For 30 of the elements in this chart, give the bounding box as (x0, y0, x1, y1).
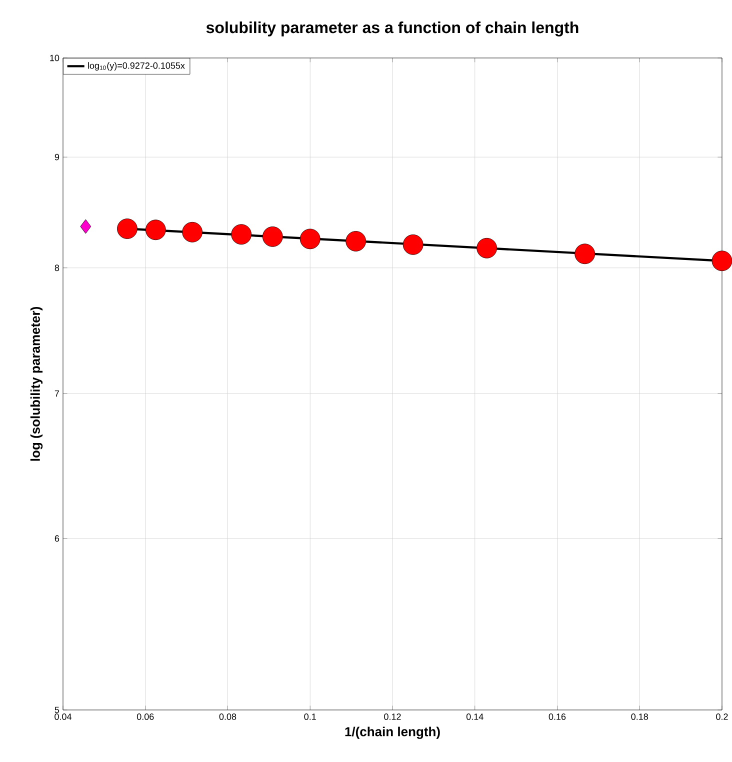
x-tick-label: 0.06 (136, 714, 154, 720)
point (300, 228, 320, 250)
point (476, 238, 498, 258)
x-tick-label: 0.04 (54, 714, 72, 720)
point (574, 244, 596, 264)
y-tick-label: 6 (54, 535, 60, 542)
y-tick-label: 10 (50, 54, 60, 62)
point (117, 218, 138, 239)
point (80, 219, 92, 234)
legend-label: log$_{10}$(y)=0.9272-0.1055x (88, 62, 185, 71)
point (262, 226, 283, 247)
x-axis-title: 1/(chain length) (345, 726, 440, 739)
x-tick-label: 0.08 (219, 714, 236, 720)
point (346, 231, 366, 252)
chart-title: solubility parameter as a function of chain length (206, 21, 578, 36)
x-tick-label: 0.2 (716, 714, 728, 720)
y-tick-label: 8 (54, 264, 60, 272)
y-tick-label: 7 (54, 390, 60, 397)
point (145, 220, 166, 240)
y-tick-label: 9 (54, 154, 60, 160)
y-tick-label: 5 (54, 706, 60, 714)
point (231, 224, 252, 245)
x-tick-label: 0.12 (384, 714, 401, 720)
x-tick-label: 0.1 (304, 714, 316, 720)
x-tick-label: 0.16 (548, 714, 566, 720)
point (402, 234, 424, 255)
x-tick-label: 0.18 (631, 714, 648, 720)
x-tick-label: 0.14 (466, 714, 484, 720)
y-axis-title: log (solubility parameter) (30, 306, 43, 461)
point (182, 222, 203, 242)
